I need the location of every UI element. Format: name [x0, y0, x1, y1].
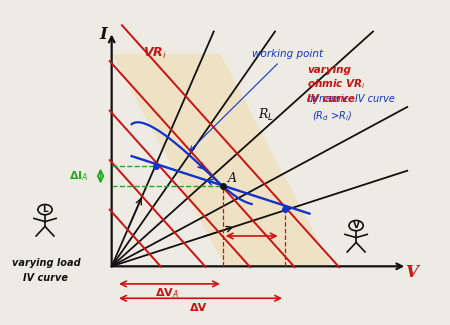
Text: IV curve: IV curve [307, 94, 355, 104]
Text: working point: working point [190, 49, 323, 150]
Text: V: V [405, 264, 418, 281]
Text: A: A [228, 172, 237, 185]
Text: VR$_i$: VR$_i$ [143, 46, 166, 61]
Text: ohmic VR$_i$: ohmic VR$_i$ [307, 77, 366, 91]
Text: ΔV: ΔV [190, 303, 207, 313]
Text: varying: varying [307, 65, 351, 75]
Text: I: I [99, 26, 107, 43]
Text: varying load: varying load [12, 258, 80, 268]
Text: V: V [353, 221, 360, 230]
Text: ΔV$_A$: ΔV$_A$ [155, 287, 179, 300]
Text: L: L [42, 205, 48, 214]
Text: IV curve: IV curve [23, 273, 68, 283]
Text: (R$_d$ >R$_i$): (R$_d$ >R$_i$) [312, 110, 352, 123]
Text: ΔI$_A$: ΔI$_A$ [68, 169, 88, 183]
Text: dynamic  IV curve: dynamic IV curve [307, 94, 395, 104]
Polygon shape [112, 54, 332, 266]
Text: R$_L$: R$_L$ [258, 107, 274, 124]
